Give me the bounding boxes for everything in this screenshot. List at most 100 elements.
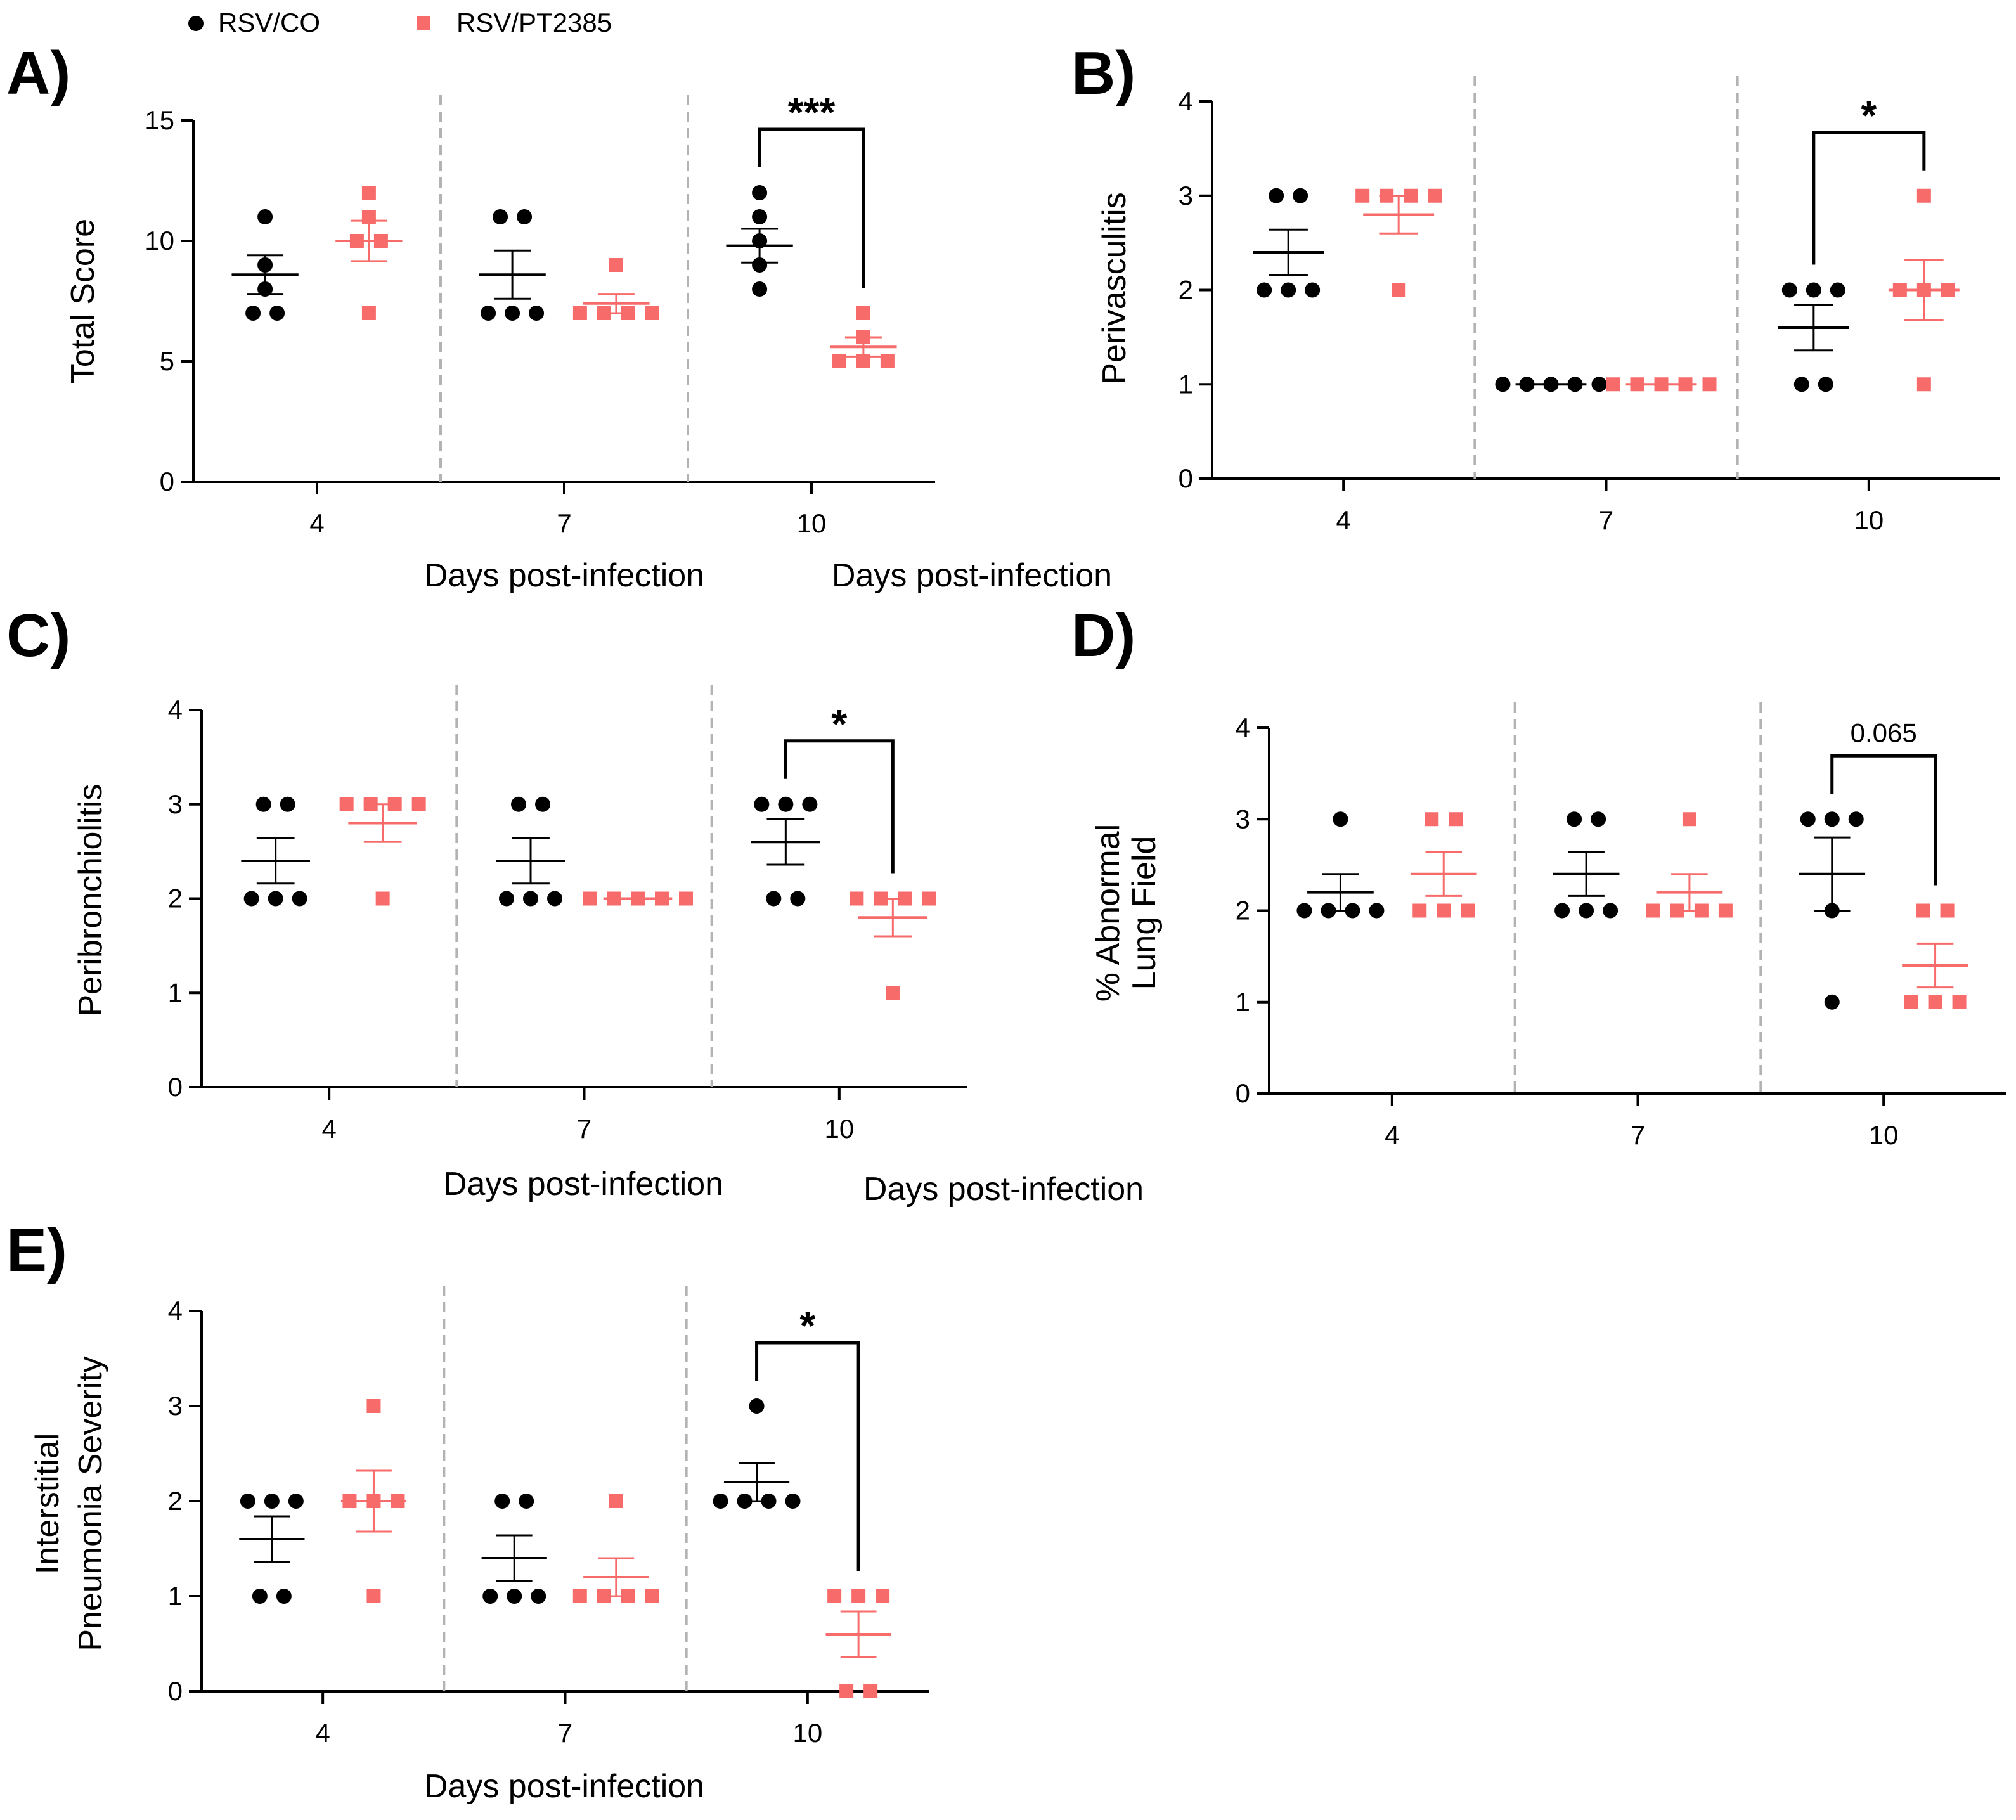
data-point-square: [1412, 903, 1427, 918]
x-tick-label: 7: [577, 1114, 591, 1144]
data-point-circle: [1579, 903, 1594, 919]
data-point-circle: [257, 209, 273, 224]
data-point-circle: [752, 209, 768, 224]
y-tick-label: 2: [1236, 896, 1250, 926]
panel-c: C) 0 1 2 3 4 4 7 10 Days post-infection Peribronch…: [6, 602, 967, 1203]
significance-bracket: [758, 127, 865, 288]
y-tick-label: 10: [145, 226, 174, 255]
data-point-circle: [517, 209, 533, 224]
series-rsv-pt2385: [1410, 812, 1968, 1009]
legend-marker-circle: [188, 16, 204, 31]
data-point-square: [1425, 812, 1439, 827]
y-tick-label: 15: [145, 105, 174, 135]
y-axis-label: Peribronchiolitis: [72, 784, 109, 1016]
y-tick-label: 2: [168, 1486, 183, 1516]
data-point-circle: [269, 306, 285, 321]
x-tick-label: 7: [1631, 1120, 1645, 1150]
data-point-circle: [1554, 903, 1570, 919]
data-point-square: [361, 186, 376, 200]
legend-label: RSV/CO: [218, 8, 320, 37]
series-rsv-pt2385: [335, 186, 897, 368]
panel-a: A) 0 5 10 15 4 7 10 Days post-infection Total Sco…: [6, 39, 935, 594]
panel-label: A): [6, 39, 70, 107]
data-point-square: [1916, 188, 1931, 203]
data-point-square: [1702, 377, 1717, 392]
x-axis-label: Days post-infection: [832, 557, 1112, 594]
data-point-circle: [505, 306, 520, 321]
data-point-circle: [1806, 282, 1821, 298]
data-point-circle: [713, 1494, 728, 1509]
data-point-square: [361, 306, 376, 320]
data-point-square: [856, 306, 870, 320]
y-axis-label: Perivasculitis: [1096, 192, 1133, 384]
data-point-circle: [523, 891, 539, 907]
series-rsv-co: [1253, 188, 1849, 392]
data-point-square: [1916, 377, 1931, 392]
data-point-square: [339, 797, 354, 811]
legend-label: RSV/PT2385: [456, 8, 612, 37]
data-point-circle: [1793, 377, 1809, 392]
x-tick-label: 4: [1336, 505, 1350, 535]
series-rsv-co: [241, 796, 820, 907]
significance-label: ***: [788, 89, 836, 135]
data-point-circle: [292, 891, 307, 907]
data-point-square: [366, 1399, 381, 1413]
significance-label: 0.065: [1851, 718, 1917, 747]
y-tick-label: 4: [168, 695, 183, 725]
x-axis-label: Days post-infection: [863, 1171, 1144, 1208]
data-point-circle: [1269, 188, 1284, 203]
data-point-square: [1904, 995, 1918, 1009]
data-point-circle: [1603, 903, 1619, 919]
y-tick-label: 1: [168, 1581, 183, 1611]
series-rsv-pt2385: [1355, 188, 1960, 392]
y-tick-label: 4: [1179, 86, 1193, 116]
data-point-circle: [1848, 811, 1864, 827]
data-point-circle: [529, 306, 545, 321]
data-point-circle: [547, 891, 563, 907]
data-point-square: [827, 1589, 842, 1603]
y-tick-label: 0: [1236, 1078, 1250, 1108]
data-point-circle: [1257, 282, 1272, 298]
significance-label: *: [799, 1303, 815, 1348]
data-point-circle: [252, 1589, 268, 1604]
data-point-square: [1952, 995, 1967, 1009]
data-point-square: [922, 891, 936, 906]
significance-bracket: [755, 1341, 860, 1571]
data-point-square: [886, 986, 900, 1000]
data-point-square: [678, 891, 693, 906]
series-rsv-pt2385: [339, 797, 936, 1000]
data-point-circle: [1293, 188, 1308, 203]
data-point-square: [609, 1494, 623, 1508]
data-point-circle: [749, 1398, 765, 1414]
x-tick-label: 10: [1854, 505, 1884, 535]
data-point-circle: [766, 891, 782, 907]
data-point-square: [1449, 812, 1463, 827]
data-point-circle: [1818, 377, 1833, 392]
y-tick-label: 3: [1179, 181, 1193, 210]
y-tick-label: 0: [1179, 463, 1193, 493]
data-point-square: [1928, 995, 1942, 1009]
x-tick-label: 7: [1599, 505, 1613, 535]
data-point-square: [1940, 903, 1955, 918]
significance-label: *: [1861, 93, 1877, 138]
data-point-square: [609, 258, 623, 272]
data-point-square: [832, 354, 846, 368]
data-point-circle: [785, 1494, 801, 1509]
panel-label: C): [6, 602, 70, 669]
data-point-circle: [1333, 811, 1348, 827]
x-tick-label: 7: [557, 508, 571, 538]
data-point-square: [645, 1589, 659, 1603]
data-point-circle: [790, 891, 806, 907]
data-point-circle: [1830, 282, 1845, 298]
panel-e: E) 0 1 2 3 4 4 7 10 Days post-infection Interstiti…: [6, 1217, 929, 1805]
data-point-circle: [1800, 811, 1816, 827]
y-tick-label: 1: [1236, 987, 1250, 1017]
data-point-square: [856, 354, 870, 368]
data-point-square: [839, 1684, 854, 1698]
data-point-circle: [499, 891, 515, 907]
x-tick-label: 10: [792, 1718, 822, 1748]
data-point-square: [366, 1589, 381, 1603]
data-point-square: [876, 1589, 890, 1603]
